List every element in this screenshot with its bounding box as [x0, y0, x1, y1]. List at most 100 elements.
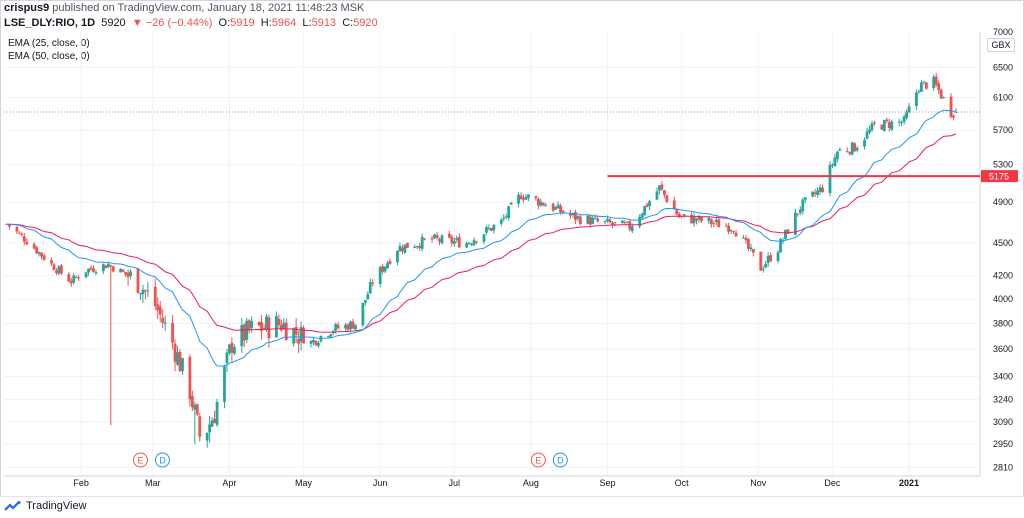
- y-tick-label: 4200: [993, 271, 1013, 281]
- candle-body: [578, 216, 582, 224]
- candle-body: [279, 324, 283, 331]
- candle-body: [766, 255, 770, 264]
- candle-body: [55, 270, 58, 274]
- candle-body: [551, 203, 555, 211]
- candle-body: [32, 244, 36, 249]
- candle-body: [499, 219, 503, 224]
- candle-body: [504, 216, 508, 218]
- candle-body: [413, 247, 417, 249]
- candle-body: [952, 115, 955, 118]
- candle-body: [527, 194, 530, 198]
- candle-body: [467, 242, 471, 244]
- candle-body: [193, 404, 197, 410]
- candle-body: [361, 302, 365, 326]
- close-value: 5920: [353, 17, 378, 29]
- candle-body: [606, 218, 609, 222]
- candle-body: [223, 366, 226, 402]
- y-tick-label: 3800: [993, 318, 1013, 328]
- candle-body: [571, 213, 575, 216]
- earnings-marker-label: E: [137, 456, 143, 466]
- candle-body: [260, 321, 263, 331]
- candle-body: [22, 236, 26, 242]
- candle-body: [744, 237, 748, 241]
- candle-body: [611, 222, 614, 225]
- candle-body: [761, 268, 765, 270]
- candle-body: [232, 347, 236, 354]
- candle-body: [828, 164, 832, 194]
- candle-body: [225, 352, 229, 364]
- candle-body: [299, 327, 303, 342]
- candle-body: [430, 238, 434, 240]
- candle-body: [447, 233, 451, 238]
- candle-body: [593, 217, 597, 219]
- ema50-legend[interactable]: EMA (50, close, 0): [8, 51, 90, 62]
- candle-body: [420, 236, 424, 249]
- candle-body: [648, 201, 651, 207]
- candle-body: [366, 294, 370, 300]
- candle-body: [418, 245, 422, 249]
- candle-body: [242, 324, 246, 341]
- publish-text: published on TradingView.com, January 18…: [49, 2, 365, 14]
- candle-body: [816, 190, 820, 195]
- candle-body: [734, 232, 738, 237]
- candle-body: [640, 213, 644, 218]
- candle-body: [59, 265, 63, 274]
- candle-body: [751, 249, 755, 253]
- candle-body: [796, 213, 800, 215]
- candle-body: [153, 286, 157, 307]
- candle-body: [156, 304, 160, 311]
- x-tick-label: Aug: [523, 478, 539, 488]
- candle-body: [121, 269, 125, 272]
- x-tick-label: Jun: [373, 478, 388, 488]
- candle-body: [89, 267, 93, 270]
- candle-body: [126, 272, 130, 278]
- ema25-legend[interactable]: EMA (25, close, 0): [8, 38, 90, 49]
- candle-body: [163, 322, 167, 324]
- candle-body: [882, 120, 886, 131]
- candle-body: [213, 418, 216, 424]
- candle-body: [15, 226, 19, 232]
- candle-body: [690, 214, 693, 224]
- candle-body: [326, 336, 330, 338]
- candle-body: [588, 216, 592, 225]
- candle-body: [695, 218, 698, 221]
- candle-body: [433, 234, 436, 239]
- candle-body: [336, 324, 340, 329]
- candle-body: [902, 116, 906, 122]
- candle-body: [329, 334, 333, 337]
- candle-body: [682, 214, 686, 216]
- candle-body: [569, 213, 572, 216]
- candle-body: [630, 226, 634, 232]
- candle-body: [205, 432, 209, 441]
- candle-body: [25, 241, 29, 245]
- tradingview-logo[interactable]: TradingView: [4, 500, 87, 512]
- candle-body: [124, 272, 128, 275]
- currency-label[interactable]: GBX: [987, 38, 1015, 52]
- candle-body: [354, 324, 357, 330]
- candle-body: [346, 324, 350, 330]
- publisher-name[interactable]: crispus9: [4, 2, 50, 14]
- candle-body: [143, 290, 147, 292]
- x-tick-label: Dec: [824, 478, 841, 488]
- candle-body: [282, 322, 286, 330]
- candle-body: [779, 239, 782, 253]
- candle-body: [297, 338, 301, 344]
- horizontal-level-label: 5175: [989, 172, 1009, 182]
- x-tick-label: 2021: [899, 478, 919, 488]
- candle-body: [932, 76, 936, 89]
- candle-body: [803, 197, 807, 200]
- candle-body: [277, 318, 281, 325]
- candle-body: [435, 235, 439, 239]
- candle-body: [104, 265, 108, 269]
- candle-body: [880, 124, 884, 130]
- candle-body: [868, 129, 871, 133]
- candle-body: [8, 224, 11, 227]
- candle-body: [833, 157, 837, 166]
- y-tick-label: 4900: [993, 197, 1013, 207]
- candle-body: [72, 275, 76, 283]
- candle-body: [776, 252, 780, 261]
- candle-body: [455, 238, 459, 241]
- x-tick-label: Jul: [449, 478, 461, 488]
- candle-body: [37, 252, 41, 254]
